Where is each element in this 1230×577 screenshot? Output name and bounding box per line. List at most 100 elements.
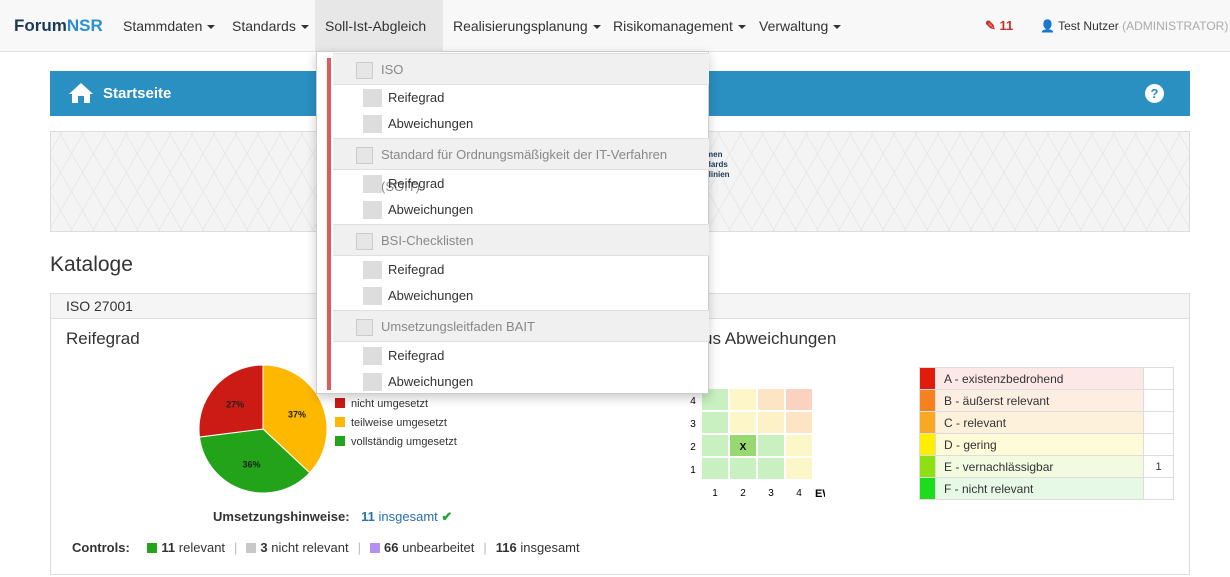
menu-verwaltung[interactable]: Verwaltung bbox=[749, 0, 851, 52]
risk-class-row[interactable]: D - gering bbox=[919, 433, 1174, 456]
matrix-cell[interactable] bbox=[728, 410, 758, 435]
legend-swatch bbox=[335, 417, 345, 427]
legend-label: vollständig umgesetzt bbox=[351, 436, 457, 448]
pie-slice[interactable] bbox=[198, 428, 311, 494]
menu-stammdaten[interactable]: Stammdaten bbox=[113, 0, 225, 52]
risk-color-swatch bbox=[919, 477, 936, 500]
menu-standards[interactable]: Standards bbox=[222, 0, 319, 52]
matrix-cell[interactable] bbox=[756, 387, 786, 412]
risk-class-count bbox=[1143, 411, 1174, 434]
matrix-cell[interactable] bbox=[728, 456, 758, 481]
legend-item: teilweise umgesetzt bbox=[335, 414, 457, 433]
dropdown-item-reifegrad[interactable]: Reifegrad bbox=[333, 343, 709, 369]
dropdown-item-reifegrad[interactable]: Reifegrad bbox=[333, 257, 709, 283]
risk-class-label: C - relevant bbox=[935, 411, 1144, 434]
menu-label: Standards bbox=[232, 18, 296, 34]
catalog-icon bbox=[356, 233, 373, 250]
item-label: Reifegrad bbox=[388, 176, 445, 191]
menu-label: Soll-Ist-Abgleich bbox=[325, 18, 427, 34]
matrix-cell[interactable] bbox=[728, 387, 758, 412]
item-label: Abweichungen bbox=[388, 202, 474, 217]
legend-label: nicht umgesetzt bbox=[351, 398, 429, 410]
group-title: BSI-Checklisten bbox=[381, 233, 474, 248]
controls-count: 3 bbox=[260, 540, 268, 555]
matrix-cell[interactable] bbox=[700, 456, 730, 481]
matrix-cell[interactable] bbox=[756, 456, 786, 481]
risk-class-row[interactable]: C - relevant bbox=[919, 411, 1174, 434]
matrix-cell[interactable] bbox=[700, 433, 730, 458]
dropdown-item-abweichungen[interactable]: Abweichungen bbox=[333, 111, 709, 137]
banner-line: tlinien bbox=[706, 170, 730, 179]
pie-slice[interactable] bbox=[262, 364, 328, 474]
risk-color-swatch bbox=[919, 433, 936, 456]
matrix-y-tick: 1 bbox=[690, 465, 696, 476]
chart-icon bbox=[363, 261, 382, 279]
dropdown-group-bsi: BSI-Checklisten bbox=[333, 224, 709, 256]
pie-slice-label: 37% bbox=[288, 409, 306, 419]
item-label: Abweichungen bbox=[388, 116, 474, 131]
hinweise-label: Umsetzungshinweise: bbox=[213, 509, 350, 524]
dropdown-item-reifegrad[interactable]: Reifegrad bbox=[333, 85, 709, 111]
tasks-badge[interactable]: ✎ 11 bbox=[985, 0, 1013, 52]
pencil-icon: ✎ bbox=[985, 18, 996, 33]
menu-soll-ist-abgleich[interactable]: Soll-Ist-Abgleich bbox=[315, 0, 443, 82]
home-icon[interactable] bbox=[68, 82, 94, 104]
menu-label: Verwaltung bbox=[759, 18, 829, 34]
matrix-cell[interactable] bbox=[784, 456, 814, 481]
controls-relevant[interactable]: 11 relevant bbox=[147, 540, 225, 555]
menu-label: Risikomanagement bbox=[613, 18, 733, 34]
matrix-x-tick: 3 bbox=[768, 488, 774, 499]
dropdown-item-abweichungen[interactable]: Abweichungen bbox=[333, 197, 709, 223]
risk-class-count bbox=[1143, 389, 1174, 412]
risk-class-row[interactable]: B - äußerst relevant bbox=[919, 389, 1174, 412]
hinweise-link[interactable]: 11 insgesamt bbox=[361, 509, 438, 524]
controls-text: relevant bbox=[178, 540, 226, 555]
matrix-cell[interactable] bbox=[784, 410, 814, 435]
status-swatch bbox=[147, 543, 158, 553]
status-swatch bbox=[246, 543, 257, 553]
controls-text: nicht relevant bbox=[271, 540, 349, 555]
matrix-x-tick: 1 bbox=[712, 488, 718, 499]
dropdown-item-abweichungen[interactable]: Abweichungen bbox=[333, 283, 709, 309]
matrix-cell[interactable] bbox=[784, 433, 814, 458]
catalog-icon bbox=[356, 147, 373, 164]
matrix-cell[interactable] bbox=[784, 387, 814, 412]
legend-swatch bbox=[335, 398, 345, 408]
chart-icon bbox=[363, 89, 382, 107]
risk-class-row[interactable]: A - existenzbedrohend bbox=[919, 367, 1174, 390]
banner-line: dards bbox=[706, 160, 728, 169]
matrix-cell[interactable] bbox=[700, 410, 730, 435]
banner-text: men dards tlinien bbox=[706, 150, 730, 180]
risk-class-row[interactable]: F - nicht relevant bbox=[919, 477, 1174, 500]
risk-class-label: D - gering bbox=[935, 433, 1144, 456]
section-title: Kataloge bbox=[50, 253, 133, 276]
risk-class-table: A - existenzbedrohend B - äußerst relevan… bbox=[919, 367, 1174, 500]
risk-class-row[interactable]: E - vernachlässigbar 1 bbox=[919, 455, 1174, 478]
soll-ist-dropdown-menu: ISO Reifegrad Abweichungen Standard für … bbox=[316, 51, 709, 394]
matrix-cell[interactable] bbox=[756, 433, 786, 458]
legend-item: nicht umgesetzt bbox=[335, 395, 457, 414]
pie-slice[interactable] bbox=[198, 364, 264, 438]
risk-class-count: 1 bbox=[1143, 455, 1174, 478]
dropdown-group-iso: ISO bbox=[333, 53, 709, 85]
risk-class-label: E - vernachlässigbar bbox=[935, 455, 1144, 478]
menu-realisierungsplanung[interactable]: Realisierungsplanung bbox=[443, 0, 611, 52]
help-icon[interactable]: ? bbox=[1145, 84, 1164, 103]
controls-insgesamt[interactable]: 116 insgesamt bbox=[496, 540, 580, 555]
separator: | bbox=[483, 540, 487, 555]
risk-class-count bbox=[1143, 367, 1174, 390]
matrix-x-tick: 4 bbox=[796, 488, 802, 499]
controls-nicht-relevant[interactable]: 3 nicht relevant bbox=[246, 540, 349, 555]
share-icon bbox=[363, 115, 382, 133]
dropdown-item-reifegrad[interactable]: Reifegrad bbox=[333, 171, 709, 197]
risk-class-label: A - existenzbedrohend bbox=[935, 367, 1144, 390]
controls-unbearbeitet[interactable]: 66 unbearbeitet bbox=[370, 540, 474, 555]
brand-logo[interactable]: ForumNSR bbox=[14, 16, 103, 36]
group-title: ISO bbox=[381, 62, 404, 77]
pie-legend: nicht umgesetzt teilweise umgesetzt voll… bbox=[335, 395, 457, 452]
risk-color-swatch bbox=[919, 411, 936, 434]
menu-risikomanagement[interactable]: Risikomanagement bbox=[603, 0, 756, 52]
matrix-cell[interactable] bbox=[756, 410, 786, 435]
dropdown-item-abweichungen[interactable]: Abweichungen bbox=[333, 369, 709, 395]
chart-icon bbox=[363, 175, 382, 193]
